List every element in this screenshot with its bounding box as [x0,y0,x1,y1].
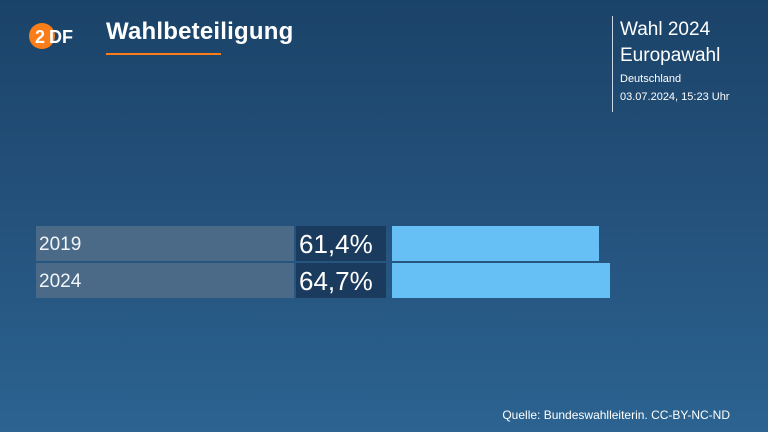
bar-2019 [392,226,599,261]
election-year: Wahl 2024 [620,19,711,40]
category-label-box: 2019 [36,226,294,261]
category-label: 2024 [39,271,82,292]
title-underline [106,53,221,55]
bar-row-2019: 2019 61,4% [36,226,636,261]
source-note: Quelle: Bundeswahlleiterin. CC-BY-NC-ND [502,408,730,422]
timestamp: 03.07.2024, 15:23 Uhr [620,91,730,103]
page-title: Wahlbeteiligung [106,18,294,45]
value-label: 61,4% [299,229,373,259]
value-label-box: 61,4% [296,226,386,261]
region: Deutschland [620,73,682,85]
svg-text:2: 2 [35,27,45,47]
zdf-logo-icon: 2 DF [29,23,73,49]
value-label: 64,7% [299,266,373,296]
info-divider [612,16,613,112]
election-name: Europawahl [620,45,721,66]
svg-text:DF: DF [49,27,73,47]
category-label-box: 2024 [36,263,294,298]
category-label: 2019 [39,234,82,255]
bar-row-2024: 2024 64,7% [36,263,636,298]
bar-2024 [392,263,610,298]
value-label-box: 64,7% [296,263,386,298]
